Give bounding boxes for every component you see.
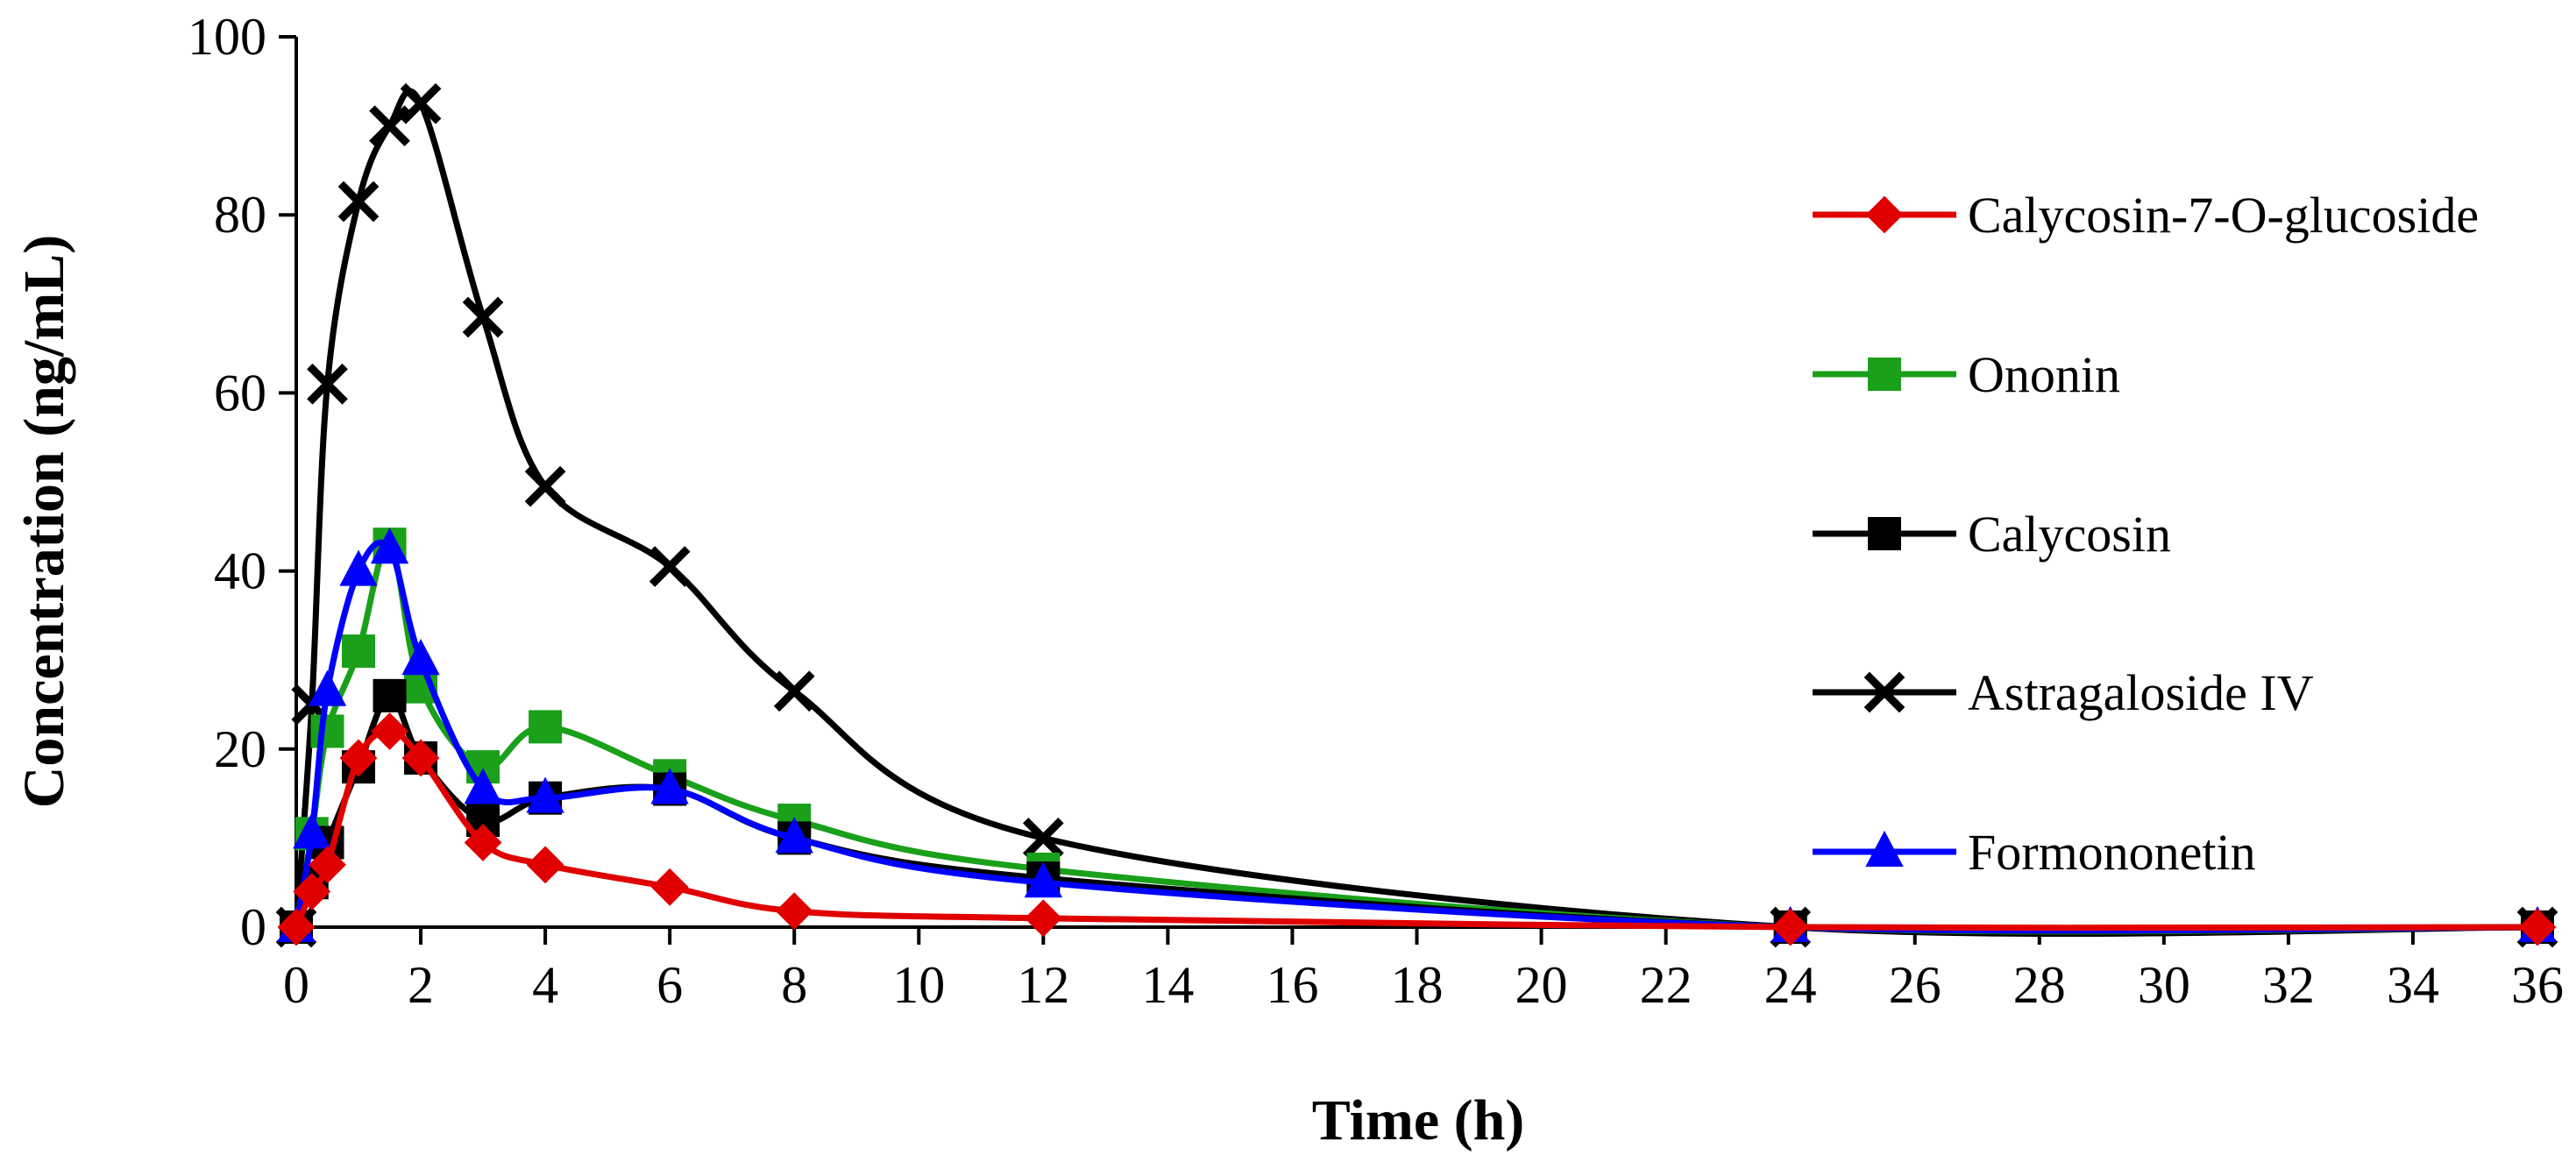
- legend-marker: [1863, 671, 1905, 713]
- legend-marker: [1868, 358, 1901, 391]
- data-point: [339, 549, 378, 586]
- legend-label: Astragaloside IV: [1968, 664, 2314, 721]
- legend-item-ononin: Ononin: [1813, 346, 2120, 403]
- data-point: [464, 824, 502, 861]
- marker-stroke: [369, 105, 410, 146]
- data-point: [339, 739, 378, 777]
- legend-label: Formononetin: [1968, 824, 2256, 881]
- data-point: [293, 872, 331, 910]
- marker-stroke: [462, 296, 504, 338]
- data-point: [309, 846, 346, 884]
- x-tick-label: 22: [1640, 956, 1692, 1014]
- x-tick-label: 28: [2013, 956, 2066, 1014]
- x-tick-label: 8: [781, 956, 807, 1014]
- legend-marker: [1865, 830, 1904, 867]
- marker-stroke: [1022, 818, 1064, 859]
- data-point: [526, 776, 564, 813]
- x-tick-label: 4: [532, 956, 558, 1014]
- marker-stroke: [773, 670, 815, 712]
- x-tick-label: 10: [892, 956, 945, 1014]
- x-tick-label: 6: [656, 956, 683, 1014]
- legend-label: Calycosin-7-O-glucoside: [1968, 187, 2479, 244]
- legend-marker: [1865, 195, 1904, 234]
- x-tick-label: 30: [2138, 956, 2190, 1014]
- data-point: [649, 546, 691, 587]
- legend-item-calycosin-7-o-glucoside: Calycosin-7-O-glucoside: [1813, 187, 2479, 244]
- data-point: [370, 528, 409, 564]
- data-point: [310, 714, 344, 748]
- y-tick-label: 0: [240, 898, 266, 956]
- y-tick-label: 20: [214, 720, 266, 778]
- data-point: [1771, 908, 1810, 946]
- data-point: [401, 739, 440, 777]
- series-layer: [275, 82, 2558, 948]
- legend-item-formononetin: Formononetin: [1813, 824, 2256, 881]
- data-point: [373, 678, 407, 712]
- data-point: [773, 670, 815, 712]
- data-point: [1022, 818, 1064, 859]
- marker-stroke: [649, 546, 691, 587]
- x-tick-label: 0: [283, 956, 309, 1014]
- data-point: [464, 768, 502, 804]
- marker-stroke: [337, 181, 380, 223]
- axes-layer: 0 2 4 6 8 10 12 14 16 18 20 22 24 26 28 30 32 34 360204060…: [188, 8, 2564, 1014]
- x-tick-label: 20: [1515, 956, 1568, 1014]
- x-tick-label: 34: [2387, 956, 2439, 1014]
- marker-stroke: [400, 82, 442, 124]
- data-point: [337, 181, 380, 223]
- legend-label: Calycosin: [1968, 506, 2171, 563]
- data-point: [775, 817, 813, 854]
- x-tick-label: 36: [2511, 956, 2564, 1014]
- data-point: [775, 892, 813, 931]
- data-point: [524, 465, 566, 507]
- y-tick-label: 80: [214, 186, 266, 244]
- legend-marker: [1868, 517, 1901, 550]
- x-tick-label: 18: [1391, 956, 1444, 1014]
- data-point: [308, 670, 347, 706]
- x-tick-label: 26: [1889, 956, 1941, 1014]
- data-point: [1024, 861, 1062, 898]
- data-point: [277, 908, 316, 946]
- data-point: [650, 868, 689, 906]
- y-axis-title: Concentration (ng/mL): [12, 235, 76, 808]
- data-point: [400, 82, 442, 124]
- marker-stroke: [524, 465, 566, 507]
- data-point: [2518, 908, 2557, 946]
- data-point: [1024, 899, 1062, 938]
- legend-label: Ononin: [1968, 346, 2120, 403]
- legend-item-calycosin: Calycosin: [1813, 506, 2171, 563]
- data-point: [401, 639, 440, 676]
- x-tick-label: 16: [1266, 956, 1318, 1014]
- y-tick-label: 40: [214, 542, 266, 600]
- x-tick-label: 2: [408, 956, 434, 1014]
- x-tick-label: 12: [1017, 956, 1069, 1014]
- data-point: [293, 812, 331, 849]
- x-tick-label: 32: [2262, 956, 2315, 1014]
- series-calycosin-7-o-glucoside: [277, 712, 2557, 946]
- marker-stroke: [1863, 671, 1905, 713]
- data-point: [462, 296, 504, 338]
- y-tick-label: 100: [188, 8, 266, 66]
- data-point: [371, 712, 408, 750]
- y-tick-label: 60: [214, 364, 266, 422]
- x-tick-label: 14: [1141, 956, 1194, 1014]
- data-point: [526, 846, 564, 884]
- data-point: [650, 768, 689, 804]
- data-point: [529, 710, 563, 744]
- legend: Calycosin-7-O-glucoside Ononin Calycosin As…: [1813, 187, 2479, 881]
- x-axis-title: Time (h): [1312, 1088, 1525, 1152]
- legend-item-astragaloside-iv: Astragaloside IV: [1813, 664, 2314, 721]
- x-tick-label: 24: [1764, 956, 1817, 1014]
- marker-stroke: [307, 363, 348, 405]
- data-point: [369, 105, 410, 146]
- data-point: [342, 634, 376, 669]
- data-point: [307, 363, 348, 405]
